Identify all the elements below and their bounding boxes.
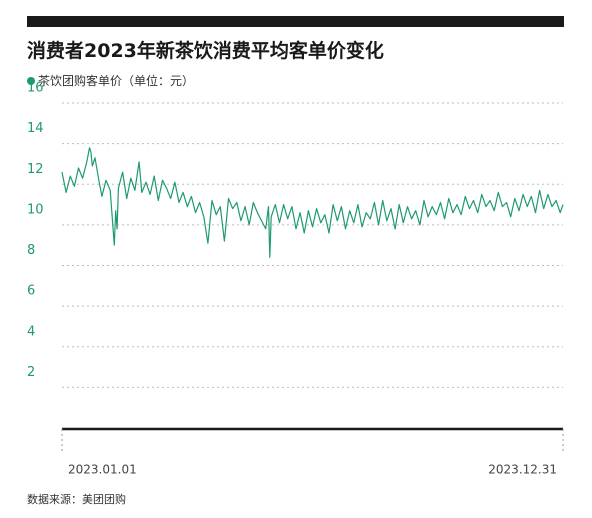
y-tick-label: 2 — [27, 365, 35, 380]
y-tick-label: 6 — [27, 284, 35, 299]
y-tick-label: 4 — [27, 324, 35, 339]
y-tick-label: 16 — [27, 81, 44, 96]
y-tick-label: 14 — [27, 121, 44, 136]
legend: 茶饮团购客单价（单位：元） — [27, 72, 194, 89]
legend-marker — [27, 76, 35, 85]
title-bar-decoration — [27, 16, 564, 27]
legend-label: 茶饮团购客单价（单位：元） — [38, 74, 195, 88]
x-tick-label-end: 2023.12.31 — [488, 463, 557, 477]
data-source-note: 数据来源：美团团购 — [27, 493, 126, 506]
y-tick-label: 12 — [27, 162, 44, 177]
y-tick-label: 8 — [27, 243, 35, 258]
chart-title: 消费者2023年新茶饮消费平均客单价变化 — [27, 40, 384, 62]
y-tick-label: 10 — [27, 202, 44, 217]
x-tick-label-start: 2023.01.01 — [68, 463, 137, 477]
series-line — [61, 147, 564, 258]
